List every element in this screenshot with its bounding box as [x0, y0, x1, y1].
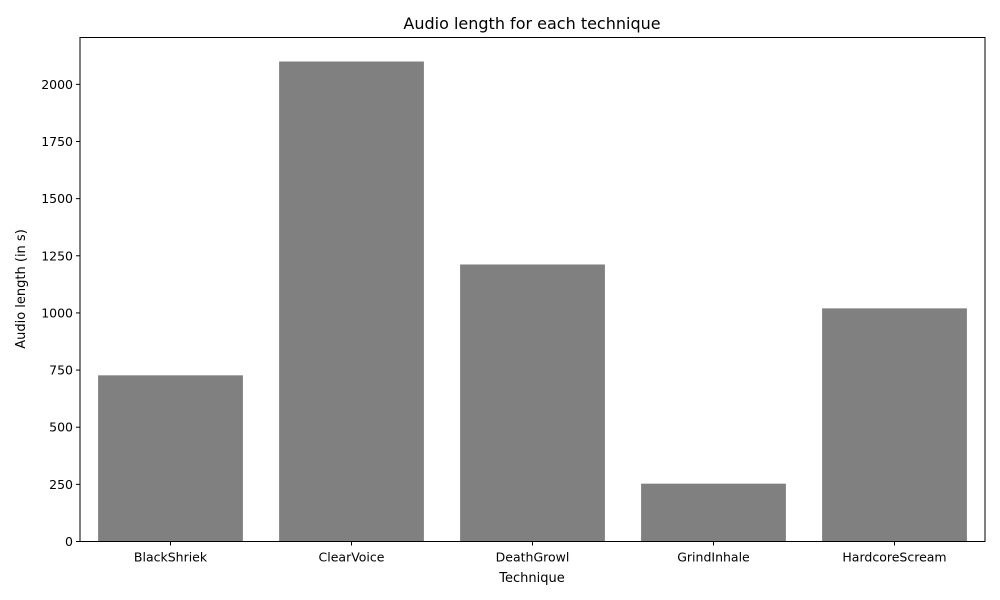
- bar-DeathGrowl: [460, 264, 605, 542]
- chart-title: Audio length for each technique: [403, 14, 660, 33]
- plot-frame: [79, 37, 986, 542]
- x-tick-label: ClearVoice: [319, 550, 385, 565]
- y-tick-label: 500: [49, 420, 73, 435]
- y-tick-label: 1000: [41, 305, 73, 320]
- bars-group: [98, 61, 967, 542]
- bar-GrindInhale: [641, 483, 786, 542]
- bar-ClearVoice: [279, 61, 424, 542]
- y-axis-ticks: 0 250 500 750 1000 1250 1500 1750 2000: [41, 77, 80, 549]
- y-axis-label: Audio length (in s): [14, 229, 29, 349]
- y-tick-label: 250: [49, 477, 73, 492]
- y-tick-label: 1500: [41, 191, 73, 206]
- x-tick-label: BlackShriek: [134, 550, 208, 565]
- y-tick-label: 0: [65, 534, 73, 549]
- y-tick-label: 1250: [41, 248, 73, 263]
- x-tick-label: DeathGrowl: [496, 550, 570, 565]
- x-axis-label: Technique: [498, 571, 564, 586]
- bar-HardcoreScream: [822, 308, 967, 542]
- bar-BlackShriek: [98, 375, 243, 542]
- x-tick-label: GrindInhale: [677, 550, 750, 565]
- y-tick-label: 750: [49, 363, 73, 378]
- x-axis-ticks: BlackShriek ClearVoice DeathGrowl GrindInha…: [134, 541, 947, 565]
- y-tick-label: 2000: [41, 77, 73, 92]
- x-tick-label: HardcoreScream: [842, 550, 946, 565]
- y-tick-label: 1750: [41, 134, 73, 149]
